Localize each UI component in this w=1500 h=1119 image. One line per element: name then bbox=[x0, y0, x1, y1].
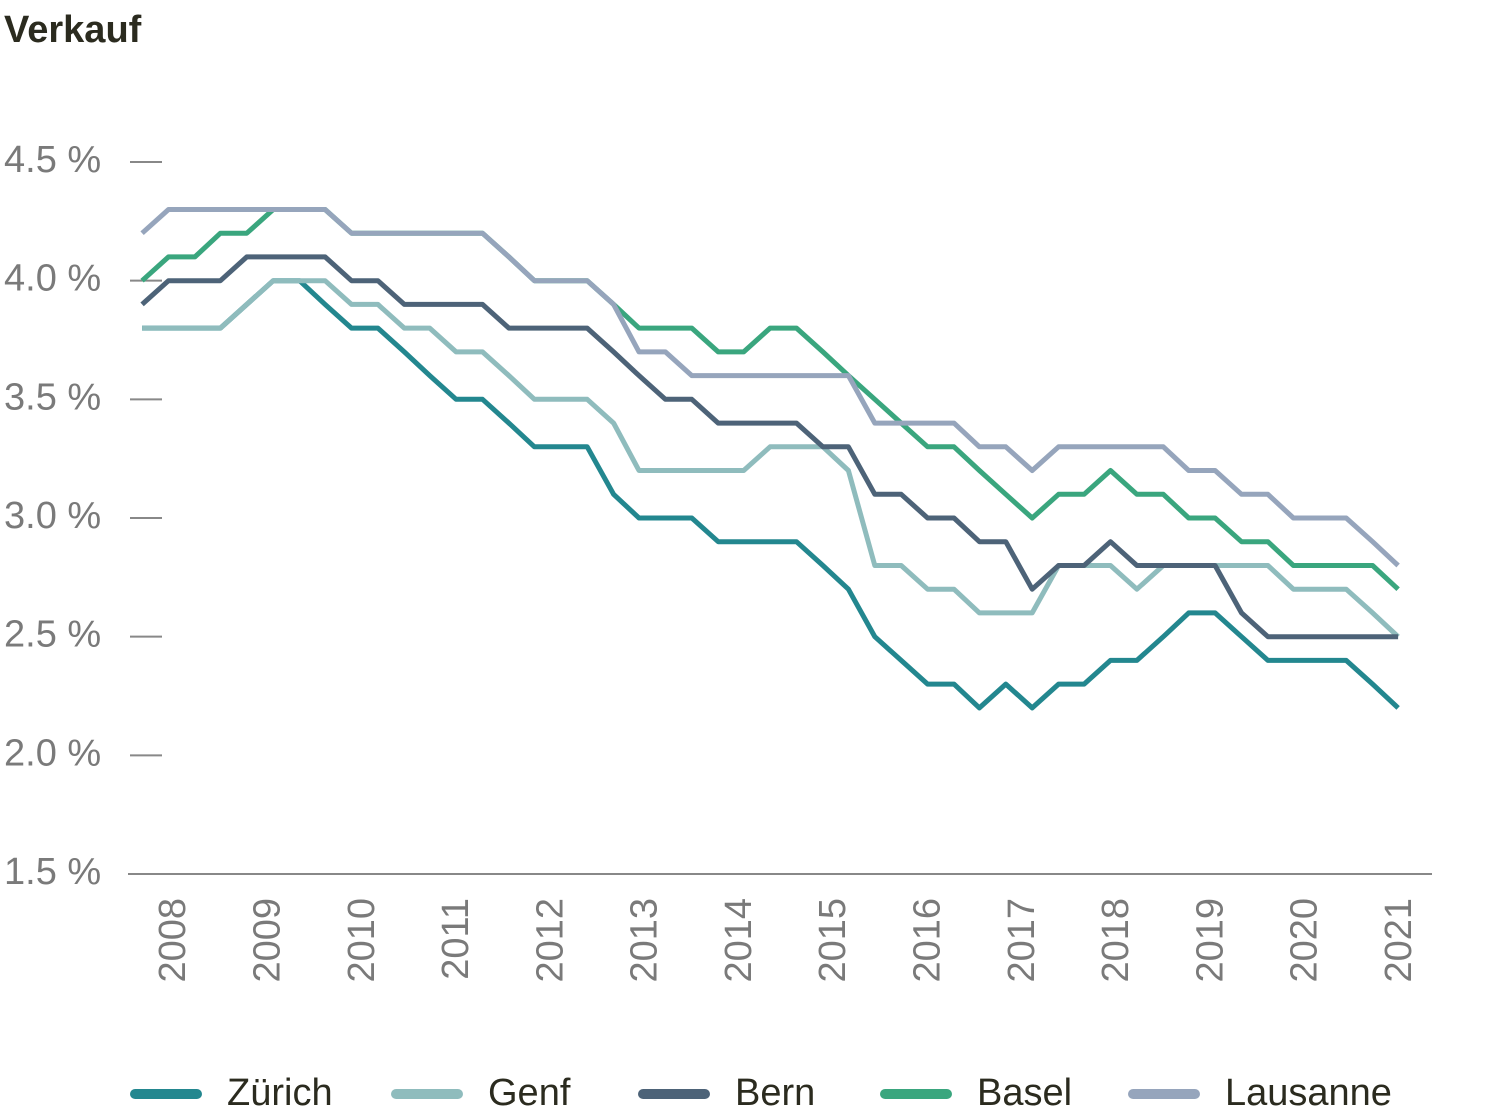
line-series bbox=[140, 207, 1400, 568]
x-tick-label: 2008 bbox=[152, 898, 194, 983]
x-tick-label: 2018 bbox=[1095, 898, 1137, 983]
x-tick-label: 2021 bbox=[1378, 898, 1420, 983]
x-tick-label: 2014 bbox=[718, 898, 760, 983]
y-tick-label: 4.5 % bbox=[4, 139, 101, 181]
legend-label: Bern bbox=[735, 1072, 815, 1114]
legend-label: Basel bbox=[977, 1072, 1072, 1114]
x-tick-label: 2017 bbox=[1001, 898, 1043, 983]
y-tick-label: 2.5 % bbox=[4, 614, 101, 656]
line-series bbox=[142, 278, 1400, 639]
x-tick-label: 2010 bbox=[341, 898, 383, 983]
legend-label: Zürich bbox=[227, 1072, 333, 1114]
line-series bbox=[140, 254, 1399, 640]
x-tick-label: 2011 bbox=[435, 898, 477, 980]
y-tick-label: 3.5 % bbox=[4, 376, 101, 418]
x-tick-label: 2015 bbox=[812, 898, 854, 983]
y-tick-label: 3.0 % bbox=[4, 495, 101, 537]
x-tick-label: 2016 bbox=[906, 898, 948, 983]
y-tick-label: 2.0 % bbox=[4, 732, 101, 774]
x-tick-label: 2009 bbox=[246, 898, 288, 983]
line-series bbox=[142, 278, 1400, 711]
chart-title: Verkauf bbox=[4, 9, 142, 51]
line-series bbox=[140, 207, 1400, 592]
legend-label: Lausanne bbox=[1225, 1072, 1392, 1114]
legend-label: Genf bbox=[488, 1072, 571, 1114]
x-tick-label: 2012 bbox=[529, 898, 571, 983]
x-tick-label: 2019 bbox=[1189, 898, 1231, 983]
x-tick-label: 2013 bbox=[624, 898, 666, 983]
y-tick-label: 1.5 % bbox=[4, 851, 101, 893]
x-tick-label: 2020 bbox=[1284, 898, 1326, 983]
y-tick-label: 4.0 % bbox=[4, 258, 101, 300]
